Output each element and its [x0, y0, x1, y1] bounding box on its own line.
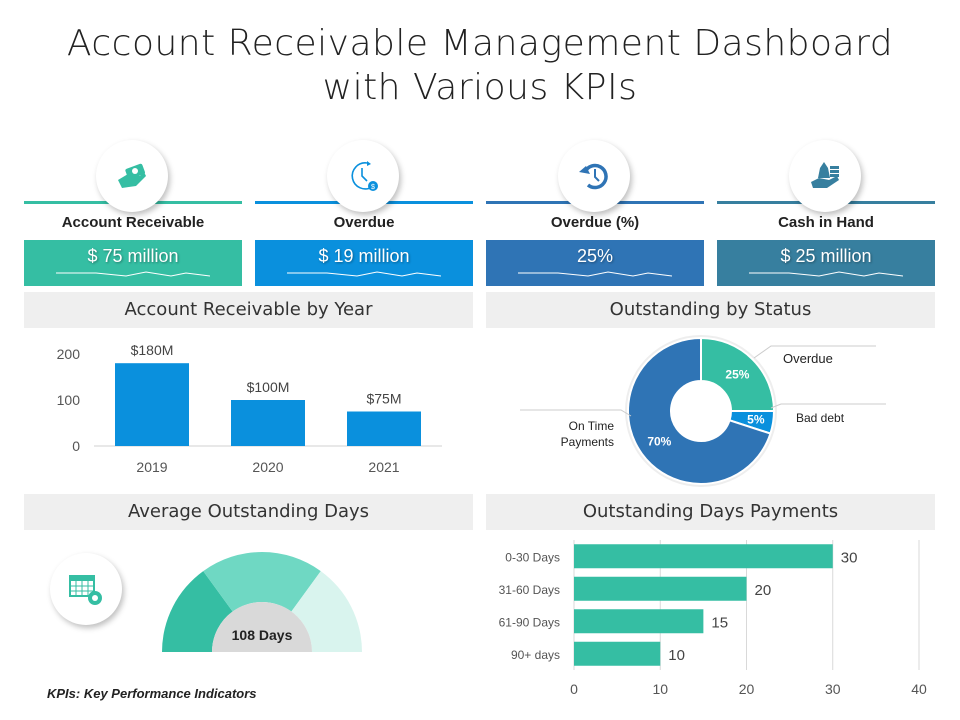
leader-line-on-time [520, 409, 632, 417]
donut-data-label: 5% [747, 413, 765, 427]
legend-label-overdue: Overdue [783, 351, 833, 366]
kpi-value-box: $ 19 million [255, 240, 473, 286]
gauge-segment-3 [291, 571, 362, 652]
bar [115, 363, 189, 446]
gauge-segment-1 [162, 571, 233, 652]
leader-line-overdue [753, 345, 876, 359]
kpi-card-overdue: $ Overdue $ 19 million [255, 140, 473, 288]
y-tick-label: 90+ days [511, 648, 560, 662]
y-tick-label: 0-30 Days [505, 550, 560, 564]
kpi-value: 25% [576, 246, 614, 266]
section-header-ar-by-year: Account Receivable by Year [24, 292, 473, 328]
cash-hand-icon [789, 140, 861, 212]
legend-label-on-time: On Time [569, 419, 615, 433]
bar-data-label: 10 [668, 647, 685, 664]
y-tick-label: 100 [57, 392, 81, 408]
donut-slice [627, 336, 772, 485]
kpi-card-cash-in-hand: Cash in Hand $ 25 million [717, 140, 935, 288]
kpi-value-box: 25% [486, 240, 704, 286]
kpi-value: $ 19 million [318, 246, 410, 266]
kpi-value-box: $ 75 million [24, 240, 242, 286]
donut-slice [700, 336, 776, 412]
bar [574, 609, 704, 634]
x-tick-label: 2019 [136, 459, 167, 475]
kpi-label: Overdue [333, 214, 395, 231]
y-tick-label: 200 [57, 346, 81, 362]
bar-data-label: 20 [755, 582, 772, 599]
bar [574, 641, 661, 666]
page-title: Account Receivable Management Dashboard … [0, 22, 960, 110]
kpi-card-overdue-percent: Overdue (%) 25% [486, 140, 704, 288]
x-tick-label: 30 [825, 681, 841, 697]
kpi-value: $ 25 million [780, 246, 872, 266]
kpi-label: Overdue (%) [550, 214, 640, 231]
bar [231, 400, 305, 446]
x-tick-label: 20 [739, 681, 755, 697]
gauge-segment-2 [203, 552, 321, 612]
x-tick-label: 0 [570, 681, 578, 697]
legend-label-on-time: Payments [561, 435, 614, 449]
section-header-outstanding-status: Outstanding by Status [486, 292, 935, 328]
legend-label-bad-debt: Bad debt [796, 411, 845, 425]
svg-text:$: $ [371, 184, 375, 191]
sparkline [518, 271, 672, 277]
sparkline [287, 271, 441, 277]
avg-days-gauge: 108 Days [162, 552, 362, 652]
bar-data-label: 15 [711, 614, 728, 631]
bar-data-label: $100M [247, 379, 290, 395]
x-tick-label: 40 [911, 681, 927, 697]
x-tick-label: 2020 [252, 459, 283, 475]
leader-line-bad-debt [770, 403, 886, 409]
bar-data-label: $75M [366, 391, 401, 407]
bar-data-label: 30 [841, 549, 858, 566]
y-tick-label: 0 [72, 438, 80, 454]
sparkline [56, 271, 210, 277]
section-header-avg-days: Average Outstanding Days [24, 494, 473, 530]
calendar-gear-icon [50, 553, 122, 625]
bar [574, 544, 833, 569]
clock-dollar-icon: $ [327, 140, 399, 212]
days-payments-chart: 0 10 20 30 40 30 0-30 Days 20 31-60 Days 15 61-90 … [499, 540, 927, 697]
outstanding-status-chart: 25% 5% 70% Overdue Bad debt On Time Payments [520, 335, 886, 487]
bar [574, 576, 747, 601]
gauge-center [212, 602, 312, 652]
x-tick-label: 2021 [368, 459, 399, 475]
kpi-value: $ 75 million [87, 246, 179, 266]
bar [347, 411, 421, 446]
kpi-value-box: $ 25 million [717, 240, 935, 286]
section-header-days-payments: Outstanding Days Payments [486, 494, 935, 530]
y-tick-label: 31-60 Days [499, 583, 560, 597]
donut-data-label: 70% [647, 434, 671, 448]
title-line-2: with Various KPIs [322, 67, 638, 108]
history-icon [558, 140, 630, 212]
kpi-card-account-receivable: Account Receivable $ 75 million [24, 140, 242, 288]
donut-data-label: 25% [725, 368, 749, 382]
kpi-label: Account Receivable [61, 214, 205, 231]
y-tick-label: 61-90 Days [499, 615, 560, 629]
ar-by-year-chart: 0 100 200 $180M 2019 $100M 2020 $75M 2021 [57, 342, 442, 475]
footer-note: KPIs: Key Performance Indicators [47, 686, 257, 701]
title-line-1: Account Receivable Management Dashboard [66, 23, 894, 64]
gauge-value-label: 108 Days [232, 627, 293, 643]
kpi-label: Cash in Hand [778, 214, 874, 231]
sparkline [749, 271, 903, 277]
x-tick-label: 10 [652, 681, 668, 697]
bar-data-label: $180M [131, 342, 174, 358]
hand-money-icon [96, 140, 168, 212]
donut-outline [625, 335, 777, 487]
